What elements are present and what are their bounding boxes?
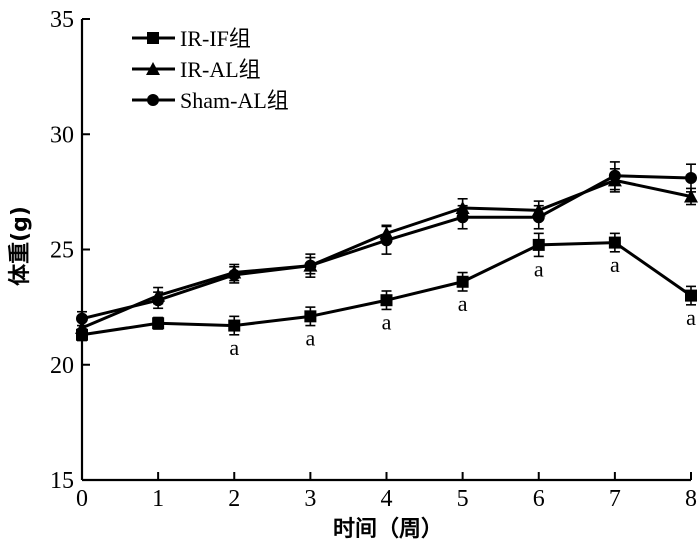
data-point-triangle (684, 189, 698, 203)
data-point-square (152, 317, 165, 330)
legend-item: Sham-AL组 (132, 88, 289, 113)
legend-item: IR-IF组 (132, 26, 251, 51)
legend-item: IR-AL组 (132, 57, 261, 82)
series-circle (76, 161, 697, 327)
y-tick-label: 25 (50, 238, 74, 264)
legend-marker-triangle (146, 62, 160, 75)
x-tick-label: 6 (533, 486, 545, 512)
data-point-triangle (75, 320, 89, 334)
x-axis-title: 时间（周） (333, 517, 443, 542)
data-point-circle (76, 312, 88, 325)
data-point-circle (685, 172, 697, 185)
data-point-circle (228, 268, 241, 281)
data-point-circle (456, 211, 469, 224)
data-point-circle (380, 234, 393, 247)
x-tick-label: 7 (609, 486, 621, 512)
data-point-square (304, 310, 317, 323)
series-square (76, 232, 697, 342)
x-tick-label: 0 (76, 486, 88, 512)
significance-mark: a (686, 305, 696, 330)
axes: 15 20 25 30 35 0 1 2 3 4 5 6 7 8 (50, 7, 697, 512)
significance-mark: a (534, 256, 544, 281)
y-tick-label: 15 (50, 468, 74, 494)
y-tick-label: 20 (50, 353, 74, 379)
data-point-circle (152, 294, 165, 307)
significance-mark: a (458, 291, 468, 316)
legend-label: Sham-AL组 (180, 88, 289, 113)
series-layer (75, 161, 698, 342)
data-point-circle (532, 211, 545, 224)
data-point-square (532, 238, 545, 251)
data-point-circle (304, 259, 317, 272)
x-tick-label: 4 (381, 486, 393, 512)
x-tick-label: 8 (685, 486, 697, 512)
legend: IR-IF组 IR-AL组 Sham-AL组 (132, 26, 289, 113)
legend-label: IR-IF组 (180, 26, 251, 51)
data-point-circle (608, 169, 621, 182)
x-tick-label: 5 (457, 486, 469, 512)
significance-mark: a (610, 252, 620, 277)
data-point-square (380, 294, 393, 307)
significance-mark: a (382, 309, 392, 334)
significance-mark: a (229, 335, 239, 360)
significance-mark: a (305, 326, 315, 351)
data-point-square (456, 275, 469, 288)
data-point-square (685, 289, 697, 302)
y-axis-title: 体重(g) (8, 206, 33, 286)
annotation-layer: a a a a a a a (229, 252, 696, 360)
x-tick-label: 1 (152, 486, 164, 512)
y-tick-label: 30 (50, 122, 74, 148)
x-tick-label: 3 (304, 486, 316, 512)
x-tick-label: 2 (228, 486, 240, 512)
data-point-square (608, 236, 621, 249)
legend-marker-circle (147, 94, 159, 106)
legend-marker-square (147, 32, 159, 44)
legend-label: IR-AL组 (180, 57, 261, 82)
y-tick-label: 35 (50, 7, 74, 33)
data-point-square (228, 319, 241, 332)
